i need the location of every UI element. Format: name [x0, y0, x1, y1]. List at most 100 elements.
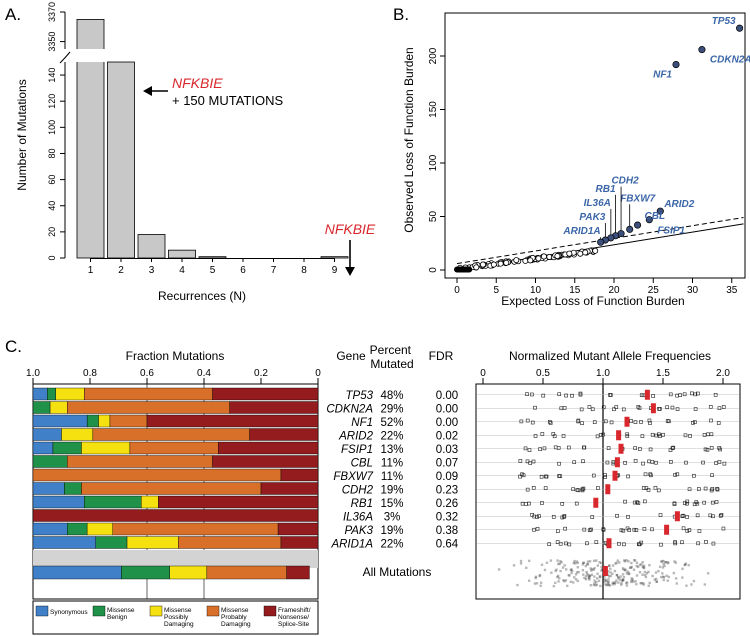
c-nmaf-all-point: [635, 561, 639, 565]
c-nmaf-all-point: [593, 579, 596, 582]
c-nmaf-all-point: [634, 580, 637, 583]
c-nmaf-all-point: [630, 579, 633, 582]
a-x-tick-label: 4: [179, 265, 185, 276]
c-nmaf-point: [671, 445, 676, 450]
c-all-mutations-segment: [32, 565, 122, 580]
c-fraction-segment: [129, 441, 219, 455]
c-nmaf-all-point: [622, 575, 626, 579]
c-nmaf-point: [578, 392, 583, 397]
c-nmaf-all-point: [643, 570, 647, 574]
c-nmaf-point: [601, 527, 606, 531]
c-nmaf-all-point: [512, 564, 516, 567]
a-lower-tick-label: 0: [47, 255, 57, 260]
c-nmaf-all-point: [596, 577, 599, 580]
c-nmaf-median-marker: [605, 484, 611, 495]
c-nmaf-point: [704, 540, 708, 544]
c-gene-name: IL36A: [343, 511, 373, 523]
c-nmaf-all-point: [642, 583, 645, 586]
c-nmaf-point: [661, 432, 665, 437]
c-nmaf-point: [574, 501, 579, 506]
c-nmaf-point: [691, 420, 695, 425]
b-y-tick-label: 50: [428, 211, 439, 223]
c-fdr-value: 0.07: [436, 457, 458, 469]
c-nmaf-point: [587, 405, 592, 409]
c-nmaf-point: [614, 405, 619, 409]
c-nmaf-all-point: [607, 564, 611, 568]
c-nmaf-all-point: [588, 578, 591, 581]
c-nmaf-all-point: [615, 561, 618, 565]
a-lower-tick-label: 40: [47, 201, 57, 211]
c-nmaf-all-point: [599, 584, 602, 588]
b-point-label: CBL: [645, 211, 666, 222]
c-nmaf-all-point: [576, 566, 580, 569]
c-gene-name: ARID2: [338, 430, 373, 442]
c-nmaf-all-point: [632, 580, 635, 583]
c-fraction-segment: [280, 468, 319, 482]
c-nmaf-all-point: [662, 576, 666, 579]
a-lower-tick-label: 120: [47, 94, 57, 109]
c-nmaf-all-point: [555, 568, 558, 571]
c-nmaf-all-point: [575, 560, 579, 563]
c-nmaf-point: [690, 391, 694, 396]
c-nmaf-all-point: [624, 568, 627, 571]
c-nmaf-all-point: [601, 568, 604, 571]
c-nmaf-point: [603, 473, 607, 477]
c-percent-value: 11%: [381, 457, 403, 469]
c-nmaf-all-point: [625, 581, 629, 584]
c-fraction-title: Fraction Mutations: [126, 349, 225, 363]
c-nmaf-all-point: [587, 574, 590, 577]
a-axis-break-mark: [59, 51, 71, 64]
c-nmaf-point: [696, 391, 700, 396]
c-nmaf-all-point: [534, 575, 538, 579]
c-nmaf-all-point: [596, 564, 600, 567]
c-nmaf-point: [564, 393, 568, 398]
c-nmaf-all-point: [658, 565, 662, 569]
c-nmaf-all-point: [560, 561, 563, 564]
c-nmaf-all-point: [595, 583, 599, 587]
c-percent-header-line2: Mutated: [370, 357, 413, 371]
b-gene-point: [527, 257, 534, 264]
c-nmaf-all-point: [592, 559, 596, 562]
c-nmaf-all-point: [595, 580, 598, 584]
c-fdr-value: 0.38: [436, 525, 458, 537]
b-point-label: PAK3: [579, 212, 605, 223]
c-percent-value: 15%: [380, 498, 403, 510]
c-nmaf-point: [709, 488, 714, 493]
c-percent-value: 29%: [380, 403, 403, 415]
c-nmaf-all-point: [550, 571, 553, 574]
c-nmaf-point: [721, 526, 726, 531]
c-nmaf-median-marker: [650, 403, 656, 414]
b-point-label: RB1: [596, 184, 616, 195]
c-nmaf-point: [518, 474, 522, 479]
c-nmaf-point: [706, 432, 710, 437]
c-nmaf-all-point: [552, 584, 556, 588]
c-nmaf-point: [535, 526, 540, 531]
c-nmaf-all-point: [568, 574, 571, 577]
b-gene-point: [554, 253, 561, 260]
c-nmaf-tick-label: 1.0: [596, 368, 610, 379]
c-nmaf-point: [626, 515, 630, 519]
c-percent-value: 48%: [380, 390, 403, 402]
c-nmaf-all-point: [563, 580, 566, 583]
c-nmaf-point: [623, 460, 627, 465]
c-nmaf-point: [521, 473, 526, 478]
c-nmaf-point: [703, 486, 708, 491]
c-nmaf-point: [533, 405, 537, 410]
c-nmaf-point: [659, 542, 663, 547]
c-legend-label: Nonsense/: [278, 614, 309, 621]
c-fdr-value: 0.32: [436, 511, 458, 523]
c-nmaf-point: [579, 407, 584, 412]
c-nmaf-tick-label: 2.0: [716, 368, 730, 379]
c-nmaf-point: [648, 421, 652, 425]
c-nmaf-point: [675, 393, 679, 398]
c-nmaf-all-point: [635, 574, 639, 577]
c-nmaf-all-point: [620, 583, 623, 586]
b-labeled-point: [626, 225, 634, 233]
c-nmaf-point: [605, 460, 610, 465]
c-nmaf-all-point: [606, 570, 610, 573]
c-nmaf-point: [539, 474, 544, 479]
c-nmaf-median-marker: [606, 538, 612, 549]
c-nmaf-median-marker: [644, 389, 650, 400]
c-nmaf-all-point: [635, 564, 638, 568]
c-nmaf-all-point: [581, 563, 585, 566]
